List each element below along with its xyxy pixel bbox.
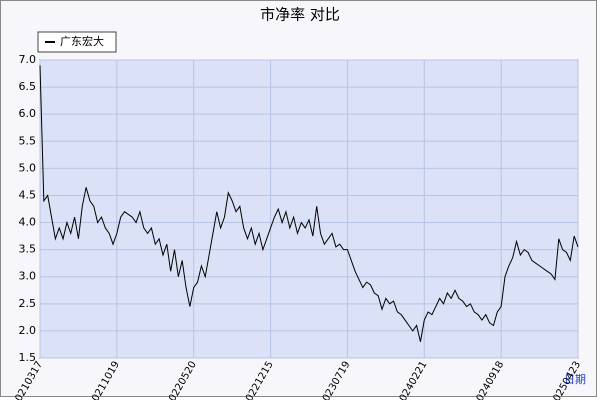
x-axis-label: 日期 xyxy=(564,373,586,386)
plot-area xyxy=(39,59,579,359)
legend xyxy=(37,31,117,53)
y-tick-label: 6.0 xyxy=(19,107,37,120)
legend-label: 广东宏大 xyxy=(60,34,104,48)
y-tick-label: 5.5 xyxy=(19,134,37,147)
y-tick-label: 3.0 xyxy=(19,270,37,283)
chart-title: 市净率 对比 xyxy=(260,6,340,24)
y-tick-label: 2.5 xyxy=(19,297,37,310)
y-tick-label: 2.0 xyxy=(19,324,37,337)
y-tick-label: 7.0 xyxy=(19,53,37,66)
y-tick-label: 5.0 xyxy=(19,161,37,174)
y-tick-label: 4.5 xyxy=(19,188,37,201)
y-tick-label: 6.5 xyxy=(19,80,37,93)
y-tick-label: 1.5 xyxy=(19,351,37,364)
series-line xyxy=(39,65,579,342)
y-tick-label: 4.0 xyxy=(19,216,37,229)
y-tick-label: 3.5 xyxy=(19,243,37,256)
